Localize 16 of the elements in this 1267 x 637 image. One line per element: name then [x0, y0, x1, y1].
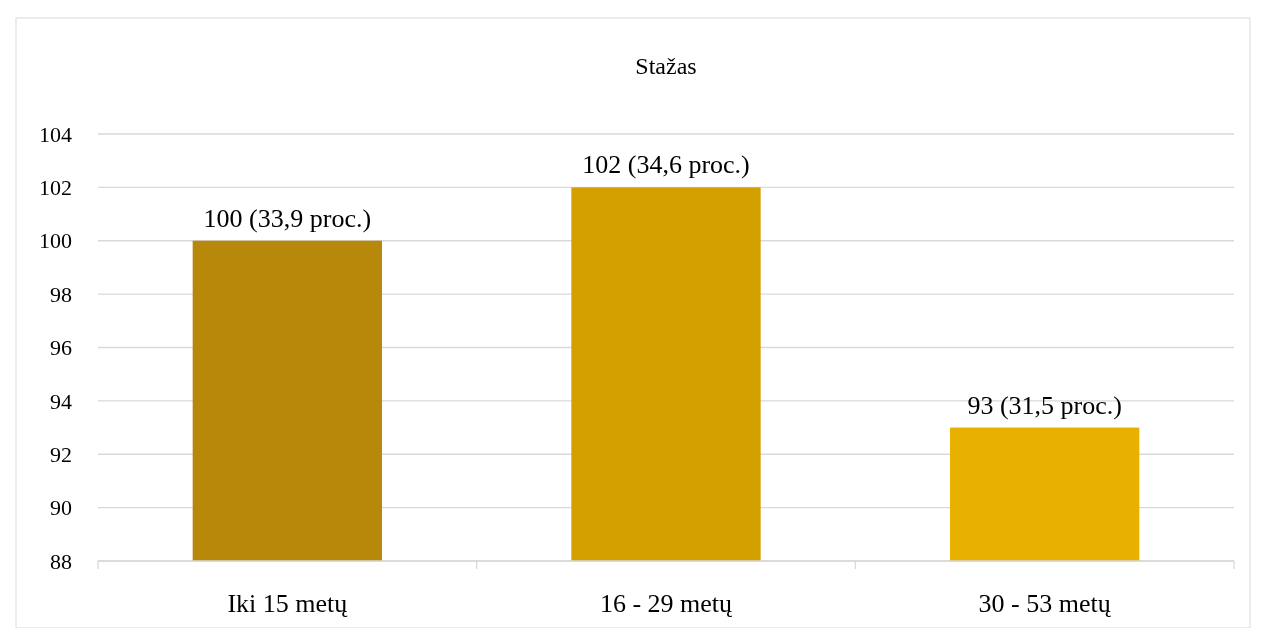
y-tick-label: 104 [39, 121, 72, 147]
x-tick-label: 30 - 53 metų [978, 589, 1112, 618]
data-label: 100 (33,9 proc.) [203, 203, 372, 233]
y-tick-label: 88 [50, 548, 72, 574]
chart-title: Stažas [635, 53, 697, 79]
y-tick-label: 94 [50, 388, 72, 414]
y-tick-label: 98 [50, 281, 72, 307]
x-tick-label: Iki 15 metų [227, 589, 349, 618]
y-tick-label: 92 [50, 441, 72, 467]
data-label: 102 (34,6 proc.) [582, 150, 750, 180]
x-tick-label: 16 - 29 metų [599, 589, 734, 618]
y-tick-label: 100 [39, 228, 72, 254]
data-label: 93 (31,5 proc.) [967, 390, 1122, 420]
y-tick-label: 90 [50, 495, 72, 521]
y-tick-label: 102 [39, 175, 72, 201]
y-tick-label: 96 [50, 335, 72, 361]
